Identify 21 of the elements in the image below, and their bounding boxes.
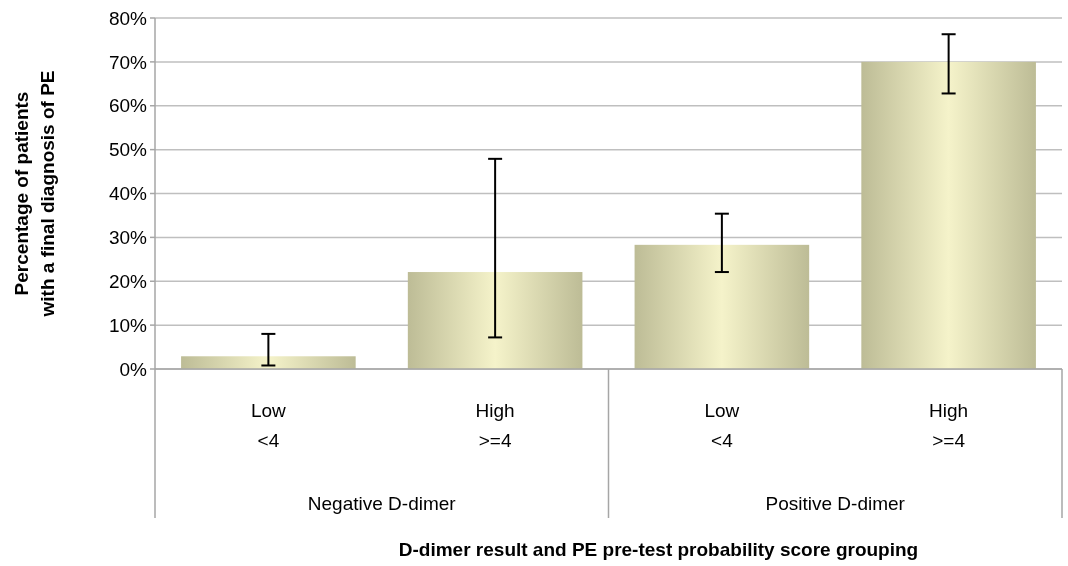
- bar: [181, 356, 356, 369]
- x-tick-label: Low <4: [250, 400, 287, 451]
- y-tick-label: 10%: [108, 314, 148, 336]
- y-tick-label: 60%: [108, 95, 148, 117]
- text: Negative D-dimer: [307, 493, 457, 514]
- y-tick-label: 40%: [108, 183, 148, 205]
- y-tick-label: 80%: [108, 7, 148, 29]
- y-tick-label: 70%: [108, 51, 148, 73]
- y-tick-label: 20%: [108, 270, 148, 292]
- x-axis-title: D-dimer result and PE pre-test probability score grouping: [398, 539, 919, 560]
- y-tick-label: 50%: [108, 139, 148, 161]
- bar: [861, 61, 1036, 369]
- bar: [634, 244, 810, 369]
- text: Positive D-dimer: [765, 493, 906, 514]
- x-tick-label: High >=4: [929, 400, 969, 451]
- y-tick-label: 0%: [119, 358, 148, 380]
- y-tick-label: 30%: [108, 227, 148, 249]
- x-tick-label: Low <4: [704, 400, 740, 451]
- bar: [407, 272, 583, 369]
- y-axis-title: Percentage of patients with a final diagnosis of PE: [11, 70, 58, 318]
- x-tick-label: High >=4: [475, 400, 515, 451]
